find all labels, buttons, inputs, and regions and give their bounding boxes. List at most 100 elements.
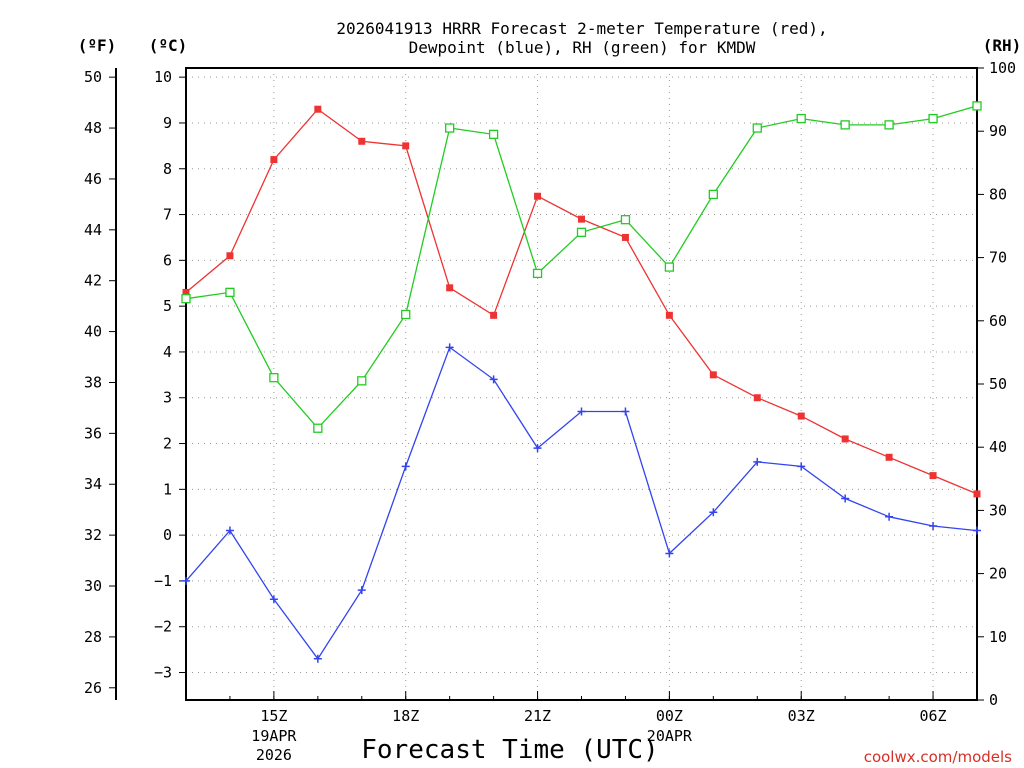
celsius-tick-label: 7: [163, 206, 172, 224]
grid-lines: [186, 68, 977, 700]
data-point-temperature: [490, 311, 498, 319]
x-tick-year-label: 2026: [256, 746, 292, 764]
celsius-tick-label: 2: [163, 435, 172, 453]
data-point-temperature: [446, 284, 454, 292]
data-point-dewpoint: [313, 654, 322, 663]
celsius-tick-label: 6: [163, 251, 172, 269]
rh-unit-label: (RH): [983, 36, 1022, 55]
x-tick-label: 15Z: [260, 707, 287, 725]
data-point-rh: [488, 129, 499, 140]
series-line: [185, 105, 978, 430]
rh-tick-label: 80: [989, 185, 1007, 203]
data-point-rh: [357, 376, 367, 386]
data-point-rh: [972, 101, 982, 111]
celsius-tick-label: 0: [163, 526, 172, 544]
fahrenheit-tick-label: 46: [84, 170, 102, 188]
axes: −3−2−10123456789102628303234363840424446…: [84, 59, 1016, 764]
celsius-tick-label: 4: [163, 343, 172, 361]
data-point-dewpoint: [401, 462, 410, 471]
data-point-rh: [576, 227, 587, 237]
data-point-dewpoint: [445, 343, 454, 352]
data-series: [181, 101, 982, 663]
series-2-meter-temperature: [182, 105, 981, 498]
credit-text: coolwx.com/models: [864, 748, 1012, 766]
fahrenheit-tick-label: 38: [84, 373, 102, 391]
data-point-rh: [313, 423, 323, 433]
data-point-rh: [928, 113, 938, 124]
data-point-temperature: [402, 142, 410, 150]
rh-tick-label: 0: [989, 691, 998, 709]
fahrenheit-tick-label: 48: [84, 119, 102, 137]
rh-tick-label: 30: [989, 501, 1007, 519]
data-point-rh: [225, 287, 235, 298]
data-point-dewpoint: [577, 407, 586, 416]
rh-tick-label: 40: [989, 438, 1007, 456]
rh-tick-label: 60: [989, 312, 1007, 330]
data-point-dewpoint: [973, 526, 981, 535]
celsius-unit-label: (ºC): [149, 36, 188, 55]
data-point-rh: [840, 120, 850, 130]
data-point-temperature: [841, 435, 849, 443]
fahrenheit-tick-label: 28: [84, 628, 102, 646]
data-point-temperature: [885, 453, 893, 461]
rh-tick-label: 50: [989, 375, 1007, 393]
data-point-temperature: [534, 192, 542, 200]
rh-tick-label: 90: [989, 122, 1007, 140]
data-point-temperature: [665, 311, 673, 319]
series-line: [185, 108, 978, 495]
fahrenheit-tick-label: 44: [84, 221, 102, 239]
data-point-dewpoint: [269, 595, 278, 604]
fahrenheit-tick-label: 26: [84, 679, 102, 697]
series-rh: [181, 101, 982, 433]
rh-tick-label: 100: [989, 59, 1016, 77]
celsius-tick-label: −1: [154, 572, 172, 590]
celsius-tick-label: 8: [163, 160, 172, 178]
data-point-temperature: [226, 252, 234, 260]
data-point-temperature: [314, 105, 322, 113]
x-tick-label: 18Z: [392, 707, 419, 725]
plot-frame: [185, 67, 978, 701]
data-point-temperature: [182, 288, 190, 296]
celsius-tick-label: 10: [154, 68, 172, 86]
data-point-dewpoint: [753, 457, 762, 466]
data-point-rh: [532, 268, 543, 279]
fahrenheit-tick-label: 40: [84, 323, 102, 341]
rh-tick-label: 20: [989, 565, 1007, 583]
x-tick-date-label: 20APR: [647, 727, 693, 745]
fahrenheit-tick-label: 36: [84, 424, 102, 442]
data-point-dewpoint: [929, 521, 938, 530]
rh-tick-label: 10: [989, 628, 1007, 646]
data-point-dewpoint: [182, 576, 190, 585]
data-point-temperature: [753, 394, 761, 402]
data-point-dewpoint: [533, 444, 542, 453]
data-point-dewpoint: [225, 526, 234, 535]
data-point-dewpoint: [357, 586, 366, 595]
rh-tick-label: 70: [989, 249, 1007, 267]
x-tick-label: 00Z: [656, 707, 683, 725]
data-point-rh: [445, 123, 455, 133]
x-tick-date-label: 19APR: [251, 727, 297, 745]
data-point-rh: [620, 215, 631, 225]
fahrenheit-tick-label: 34: [84, 475, 102, 493]
data-point-temperature: [929, 472, 937, 480]
x-tick-label: 03Z: [788, 707, 815, 725]
series-line: [185, 346, 978, 660]
data-point-dewpoint: [665, 549, 674, 558]
x-axis-title: Forecast Time (UTC): [361, 735, 658, 765]
data-point-rh: [708, 189, 718, 200]
celsius-tick-label: −3: [154, 664, 172, 682]
fahrenheit-tick-label: 42: [84, 272, 102, 290]
data-point-temperature: [358, 137, 366, 145]
data-point-rh: [752, 123, 762, 133]
series-dewpoint: [182, 343, 981, 663]
data-point-temperature: [973, 490, 981, 498]
fahrenheit-unit-label: (ºF): [78, 36, 117, 55]
x-tick-label: 21Z: [524, 707, 551, 725]
data-point-rh: [181, 294, 191, 304]
chart-title-line2: Dewpoint (blue), RH (green) for KMDW: [409, 38, 756, 57]
data-point-temperature: [578, 215, 585, 223]
x-tick-label: 06Z: [920, 707, 947, 725]
celsius-tick-label: 3: [163, 389, 172, 407]
data-point-rh: [269, 373, 279, 383]
